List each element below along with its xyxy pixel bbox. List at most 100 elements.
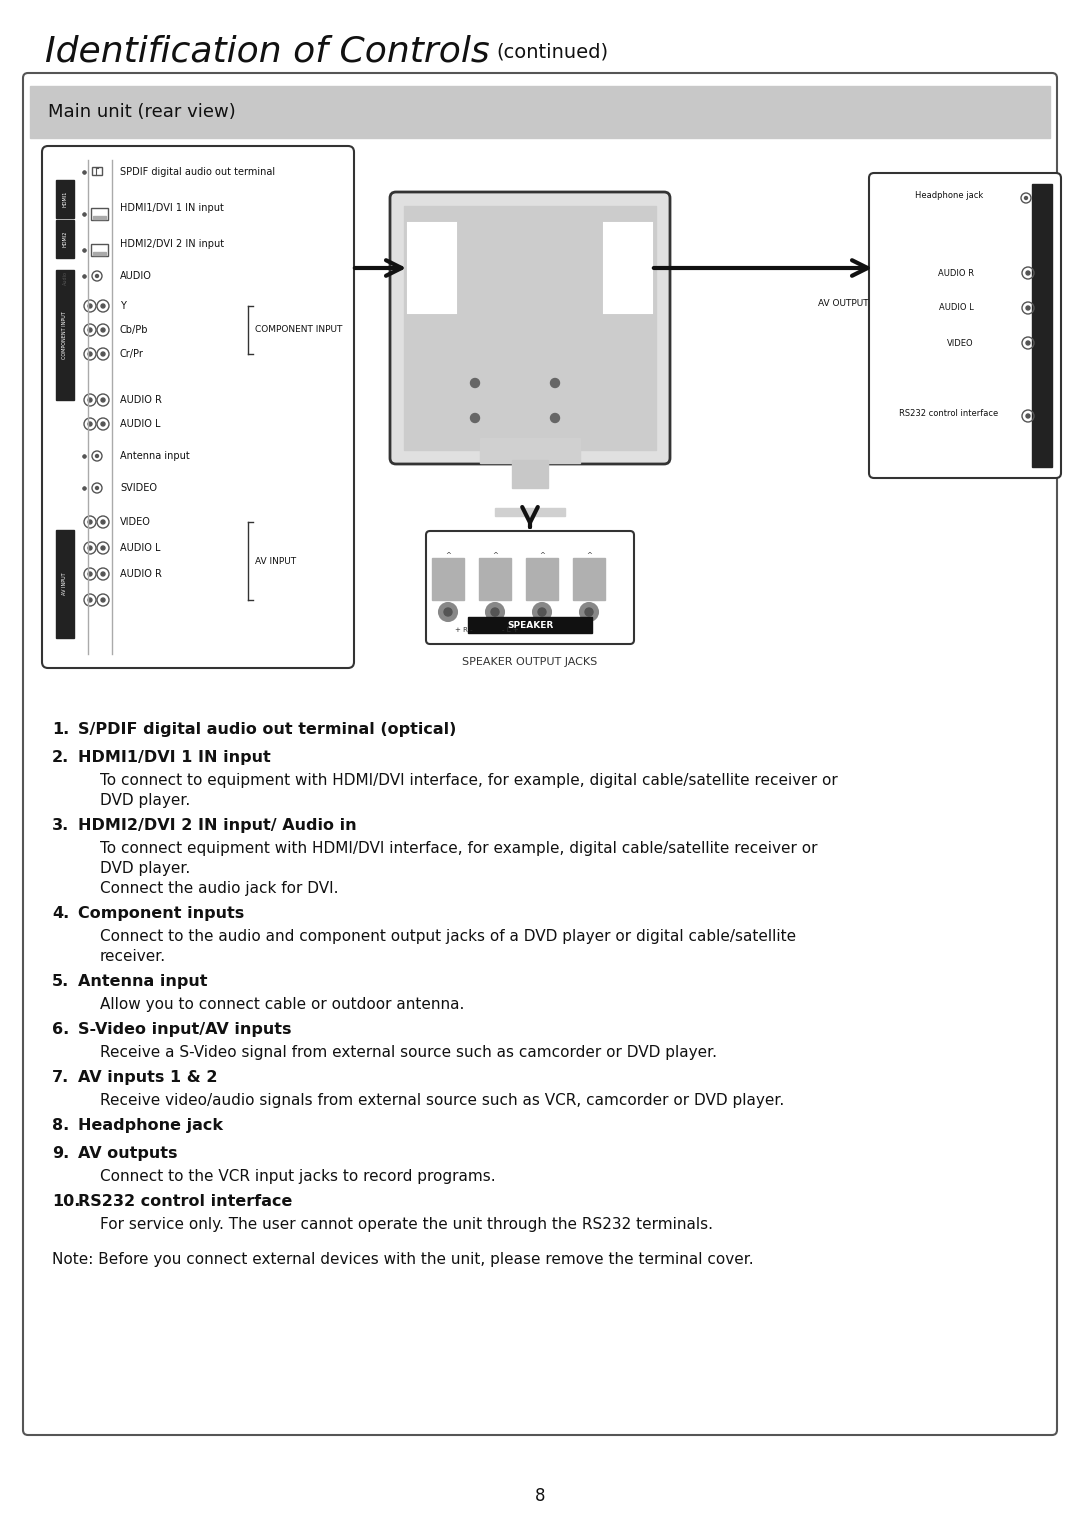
Bar	[56, 531, 75, 637]
Circle shape	[87, 572, 92, 576]
Text: Component inputs: Component inputs	[78, 906, 244, 921]
Text: AV INPUT: AV INPUT	[255, 557, 296, 566]
Bar	[56, 270, 75, 400]
Text: AUDIO R: AUDIO R	[939, 268, 974, 278]
Bar	[56, 180, 75, 218]
Text: DVD player.: DVD player.	[100, 862, 190, 875]
FancyBboxPatch shape	[426, 531, 634, 644]
Text: Headphone jack: Headphone jack	[915, 192, 983, 200]
Circle shape	[1026, 271, 1030, 274]
Bar	[93, 252, 106, 255]
Text: SVIDEO: SVIDEO	[120, 483, 157, 493]
Text: Cr/Pr: Cr/Pr	[120, 349, 144, 358]
Text: + R -: + R -	[455, 627, 473, 633]
Circle shape	[486, 602, 504, 621]
Circle shape	[580, 602, 598, 621]
Text: HDMI2: HDMI2	[63, 230, 67, 247]
Circle shape	[551, 378, 559, 387]
Text: SPEAKER OUTPUT JACKS: SPEAKER OUTPUT JACKS	[462, 657, 597, 666]
Bar	[408, 223, 456, 313]
Circle shape	[444, 608, 453, 616]
Circle shape	[102, 598, 105, 602]
Text: Receive a S-Video signal from external source such as camcorder or DVD player.: Receive a S-Video signal from external s…	[100, 1045, 717, 1060]
Bar	[512, 461, 548, 488]
Text: 8: 8	[535, 1487, 545, 1505]
Text: ^: ^	[586, 552, 592, 558]
Text: To connect to equipment with HDMI/DVI interface, for example, digital cable/sate: To connect to equipment with HDMI/DVI in…	[100, 773, 838, 788]
Text: HDMI1/DVI 1 IN input: HDMI1/DVI 1 IN input	[78, 750, 271, 766]
Text: AV inputs 1 & 2: AV inputs 1 & 2	[78, 1071, 217, 1084]
Text: Note: Before you connect external devices with the unit, please remove the termi: Note: Before you connect external device…	[52, 1252, 754, 1267]
Circle shape	[585, 608, 593, 616]
Text: 3.: 3.	[52, 817, 69, 833]
Text: Connect the audio jack for DVI.: Connect the audio jack for DVI.	[100, 881, 338, 897]
Text: AUDIO: AUDIO	[120, 271, 152, 281]
Bar	[573, 558, 605, 599]
Text: 8.: 8.	[52, 1118, 69, 1133]
Circle shape	[102, 303, 105, 308]
Bar	[432, 558, 464, 599]
Bar	[468, 618, 592, 633]
Text: Connect to the VCR input jacks to record programs.: Connect to the VCR input jacks to record…	[100, 1170, 496, 1183]
FancyBboxPatch shape	[869, 172, 1061, 477]
Circle shape	[471, 378, 480, 387]
Text: Antenna input: Antenna input	[78, 974, 207, 990]
Bar	[604, 223, 652, 313]
Text: Cb/Pb: Cb/Pb	[120, 325, 149, 336]
Circle shape	[87, 422, 92, 425]
Text: VIDEO: VIDEO	[120, 517, 151, 528]
Circle shape	[102, 546, 105, 551]
Text: AV outputs: AV outputs	[78, 1145, 177, 1161]
Text: AUDIO L: AUDIO L	[940, 303, 974, 313]
Circle shape	[102, 572, 105, 576]
Circle shape	[551, 413, 559, 422]
Text: 4.: 4.	[52, 906, 69, 921]
Circle shape	[87, 352, 92, 355]
Text: Y: Y	[120, 300, 126, 311]
Circle shape	[538, 608, 546, 616]
Text: HDMI1/DVI 1 IN input: HDMI1/DVI 1 IN input	[120, 203, 224, 214]
Text: 10.: 10.	[52, 1194, 80, 1209]
Text: AV INPUT: AV INPUT	[63, 573, 67, 595]
Circle shape	[102, 352, 105, 355]
Circle shape	[102, 520, 105, 525]
Bar	[93, 217, 106, 220]
Circle shape	[95, 454, 98, 458]
Text: DVD player.: DVD player.	[100, 793, 190, 808]
Bar	[526, 558, 558, 599]
Text: receiver.: receiver.	[100, 949, 166, 964]
FancyBboxPatch shape	[42, 146, 354, 668]
Text: HDMI2/DVI 2 IN input: HDMI2/DVI 2 IN input	[120, 239, 225, 249]
Text: Allow you to connect cable or outdoor antenna.: Allow you to connect cable or outdoor an…	[100, 997, 464, 1013]
Text: S-Video input/AV inputs: S-Video input/AV inputs	[78, 1022, 292, 1037]
FancyBboxPatch shape	[23, 73, 1057, 1435]
Text: RS232 control interface: RS232 control interface	[78, 1194, 293, 1209]
Circle shape	[95, 486, 98, 490]
Bar	[28, 73, 1052, 78]
Bar	[91, 207, 108, 220]
Circle shape	[87, 546, 92, 551]
Text: AUDIO L: AUDIO L	[120, 543, 161, 554]
Circle shape	[1026, 413, 1030, 418]
Bar	[30, 85, 1050, 137]
Bar	[91, 244, 108, 256]
Text: To connect equipment with HDMI/DVI interface, for example, digital cable/satelli: To connect equipment with HDMI/DVI inter…	[100, 840, 818, 856]
Circle shape	[87, 328, 92, 332]
Circle shape	[491, 608, 499, 616]
Text: ^: ^	[445, 552, 451, 558]
Text: 1.: 1.	[52, 721, 69, 737]
Circle shape	[87, 520, 92, 525]
Text: 2.: 2.	[52, 750, 69, 766]
Text: Identification of Controls: Identification of Controls	[45, 35, 490, 69]
Text: HDMI2/DVI 2 IN input/ Audio in: HDMI2/DVI 2 IN input/ Audio in	[78, 817, 356, 833]
Text: S/PDIF digital audio out terminal (optical): S/PDIF digital audio out terminal (optic…	[78, 721, 457, 737]
Circle shape	[87, 303, 92, 308]
Text: (continued): (continued)	[496, 43, 608, 61]
Text: ^: ^	[492, 552, 498, 558]
Circle shape	[102, 328, 105, 332]
Text: Receive video/audio signals from external source such as VCR, camcorder or DVD p: Receive video/audio signals from externa…	[100, 1093, 784, 1109]
Text: Headphone jack: Headphone jack	[78, 1118, 222, 1133]
Circle shape	[1025, 197, 1027, 200]
Bar	[92, 168, 102, 175]
Bar	[404, 206, 656, 450]
